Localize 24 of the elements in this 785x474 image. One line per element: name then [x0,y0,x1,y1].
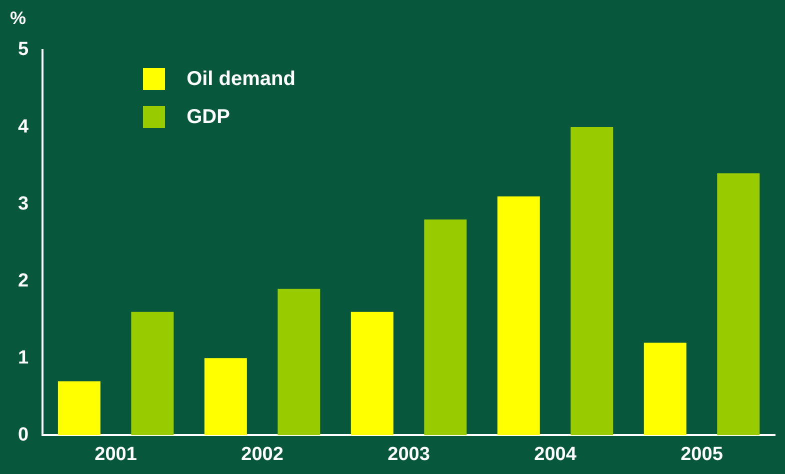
legend-label: Oil demand [186,68,296,90]
x-tick-label: 2005 [680,444,724,465]
y-tick-label: 0 [18,424,29,446]
x-tick-label: 2004 [534,444,577,465]
bar [570,127,614,436]
y-tick-label: 1 [18,347,29,368]
bar [204,358,247,436]
bar [644,342,686,436]
bar [497,196,540,436]
y-tick-label: 5 [18,39,29,60]
bar [278,288,320,436]
y-tick-label: 2 [18,270,29,292]
x-tick-label: 2002 [241,444,284,465]
bar [350,312,394,436]
x-tick-label: 2001 [94,444,138,465]
bar [717,173,760,436]
legend-label: GDP [186,106,230,128]
y-tick-label: 3 [18,193,29,214]
bar [58,381,100,436]
bar [131,312,174,436]
bar [424,219,467,436]
y-axis-title: % [10,8,26,28]
x-tick-label: 2003 [388,444,430,465]
y-tick-label: 4 [18,116,29,138]
